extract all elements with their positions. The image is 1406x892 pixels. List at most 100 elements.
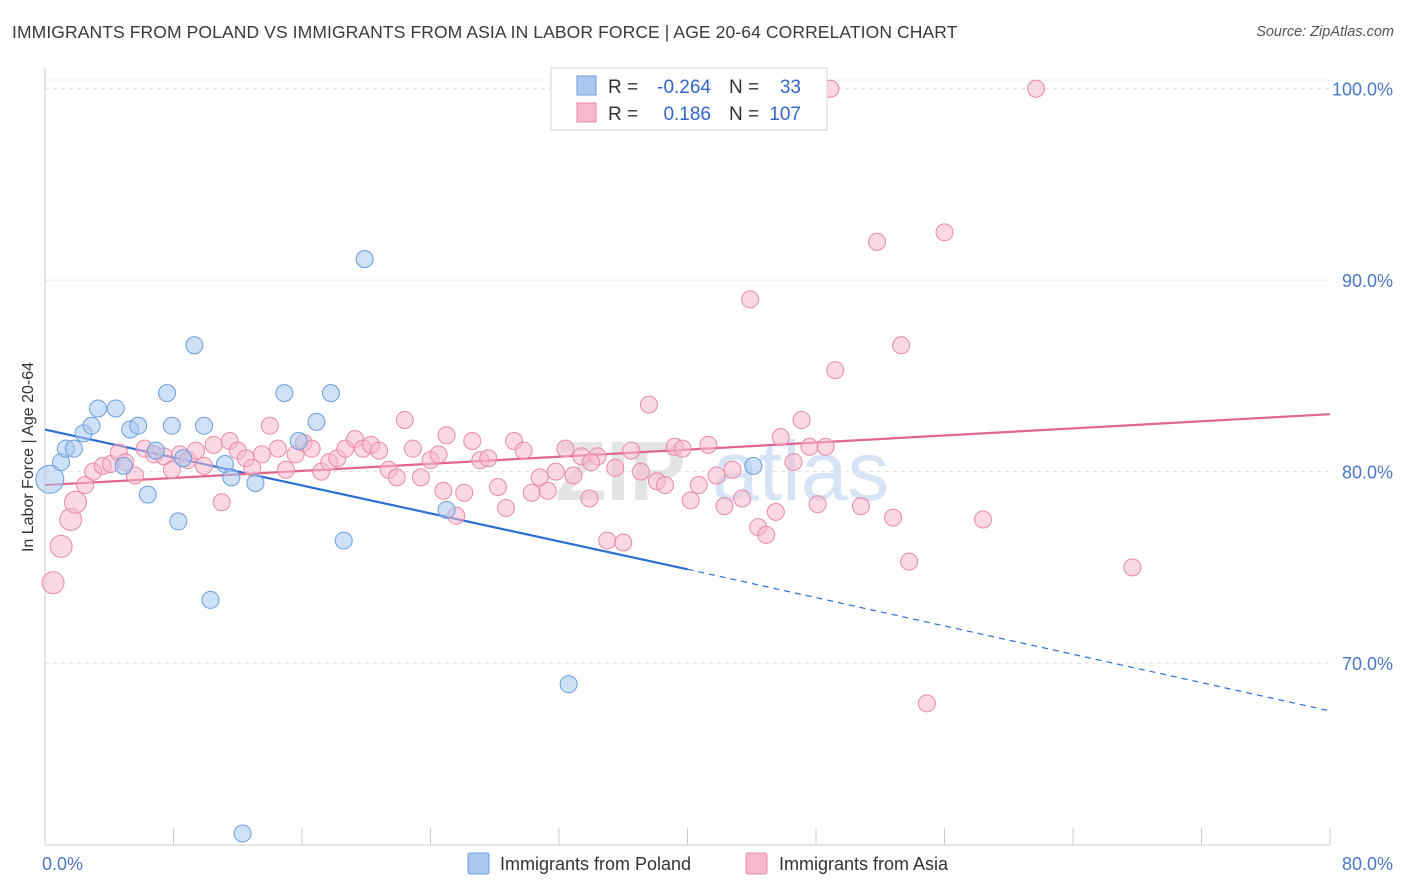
poland-point [138, 485, 157, 504]
poland-point [195, 416, 214, 435]
bottom-legend-label-poland: Immigrants from Poland [500, 854, 691, 874]
bottom-legend-swatch-asia [745, 852, 768, 875]
poland-point [289, 432, 308, 451]
asia-point [606, 458, 625, 477]
asia-point [715, 497, 734, 516]
asia-point [868, 232, 887, 251]
asia-point [826, 361, 845, 380]
asia-point [851, 497, 870, 516]
asia-point [580, 489, 599, 508]
legend-r-value-1: -0.264 [657, 77, 711, 98]
legend-n-label-2: N = [729, 104, 759, 125]
legend-n-value-1: 33 [780, 77, 801, 98]
poland-point [355, 250, 374, 269]
poland-point [162, 416, 181, 435]
asia-point [514, 441, 533, 460]
asia-point [741, 290, 760, 309]
y-tick-label-3: 100.0% [1332, 80, 1393, 100]
series-legend: Immigrants from Poland Immigrants from A… [467, 852, 949, 875]
poland-point [307, 412, 326, 431]
asia-point [792, 410, 811, 429]
asia-point [1027, 79, 1046, 98]
asia-point [479, 449, 498, 468]
asia-point [204, 435, 223, 454]
asia-point [455, 483, 474, 502]
asia-point [622, 441, 641, 460]
poland-point [35, 464, 65, 494]
asia-point [816, 437, 835, 456]
asia-point [212, 493, 231, 512]
asia-point [808, 495, 827, 514]
poland-point [174, 449, 193, 468]
chart-title: IMMIGRANTS FROM POLAND VS IMMIGRANTS FRO… [12, 22, 958, 42]
asia-point [429, 445, 448, 464]
asia-point [403, 439, 422, 458]
poland-point [744, 456, 763, 475]
legend-r-label-2: R = [608, 104, 638, 125]
asia-point [463, 432, 482, 451]
asia-point [699, 435, 718, 454]
poland-trend-extension [687, 568, 1331, 712]
asia-point [917, 694, 936, 713]
asia-point [195, 456, 214, 475]
asia-point [766, 502, 785, 521]
poland-point [64, 439, 83, 458]
y-tick-label-2: 90.0% [1342, 271, 1393, 291]
asia-point [76, 476, 95, 495]
source-credit: Source: ZipAtlas.com [1256, 24, 1394, 40]
asia-point [437, 426, 456, 445]
asia-point [673, 439, 692, 458]
poland-point [82, 416, 101, 435]
asia-point [900, 552, 919, 571]
poland-point [129, 416, 148, 435]
asia-point [582, 453, 601, 472]
asia-point [598, 531, 617, 550]
poland-point [158, 384, 177, 403]
asia-point [631, 462, 650, 481]
asia-point [884, 508, 903, 527]
asia-point [771, 428, 790, 447]
asia-point [252, 445, 271, 464]
asia-point [974, 510, 993, 529]
asia-point [689, 476, 708, 495]
asia-point [411, 468, 430, 487]
asia-point [800, 437, 819, 456]
poland-point [222, 468, 241, 487]
asia-point [681, 491, 700, 510]
poland-point [275, 384, 294, 403]
poland-point [146, 441, 165, 460]
asia-point [260, 416, 279, 435]
x-tick-label-1: 80.0% [1342, 854, 1393, 874]
asia-point [530, 468, 549, 487]
asia-points [41, 79, 1142, 713]
legend-r-label-1: R = [608, 77, 638, 98]
poland-point [185, 336, 204, 355]
asia-point [707, 466, 726, 485]
asia-point [162, 460, 181, 479]
poland-point [246, 474, 265, 493]
legend-n-value-2: 107 [769, 104, 801, 125]
poland-point [437, 500, 456, 519]
legend-r-value-2: 0.186 [663, 104, 711, 125]
poland-point [233, 824, 252, 843]
poland-point [106, 399, 125, 418]
bottom-legend-label-asia: Immigrants from Asia [779, 854, 949, 874]
asia-point [276, 460, 295, 479]
asia-point [546, 462, 565, 481]
poland-point [89, 399, 108, 418]
poland-point [169, 512, 188, 531]
poland-point [559, 675, 578, 694]
axes [44, 68, 1331, 846]
asia-point [723, 460, 742, 479]
asia-point [387, 468, 406, 487]
asia-point [49, 534, 73, 558]
asia-point [496, 499, 515, 518]
stats-legend: R = -0.264 N = 33 R = 0.186 N = 107 [550, 67, 828, 131]
grid-lines [45, 79, 1330, 664]
asia-point [614, 533, 633, 552]
asia-point [395, 410, 414, 429]
asia-point [656, 476, 675, 495]
poland-point [334, 531, 353, 550]
asia-point [784, 453, 803, 472]
